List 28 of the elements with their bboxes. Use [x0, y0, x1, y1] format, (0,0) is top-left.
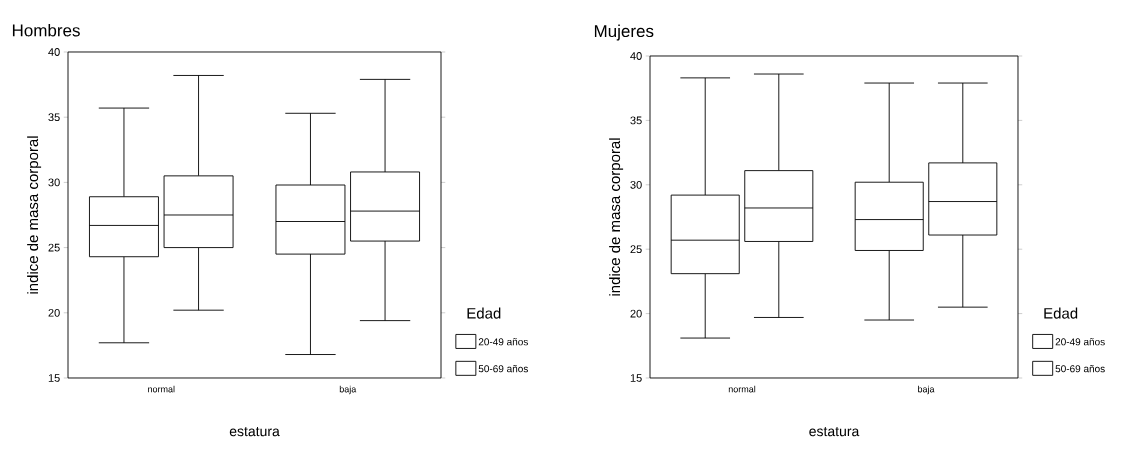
y-axis-title: indice de masa corporal	[27, 136, 42, 294]
legend-title: Edad	[1044, 307, 1078, 319]
chart-title: Mujeres	[594, 24, 654, 41]
x-tick-label: normal	[148, 385, 175, 393]
x-tick-label: baja	[918, 385, 935, 395]
y-tick-label: 25	[48, 243, 60, 252]
y-tick-label: 15	[48, 374, 60, 382]
x-axis-title: estatura	[229, 427, 280, 437]
y-tick-label: 30	[630, 180, 642, 189]
y-tick-label: 40	[630, 52, 642, 60]
y-tick-label: 15	[630, 374, 642, 382]
y-tick-label: 20	[630, 309, 642, 318]
y-tick-label: 35	[48, 113, 60, 122]
legend-title: Edad	[467, 307, 501, 319]
legend-label: 20-49 años	[1055, 338, 1105, 346]
legend-label: 50-69 años	[1055, 364, 1105, 373]
y-tick-label: 25	[630, 245, 642, 254]
y-tick-label: 40	[48, 48, 60, 56]
y-tick-label: 20	[48, 308, 60, 317]
x-axis-title: estatura	[809, 427, 860, 437]
y-axis-title: indice de masa corporal	[609, 138, 624, 296]
y-tick-label: 30	[48, 178, 60, 187]
x-tick-label: normal	[728, 385, 756, 393]
y-tick-label: 35	[630, 116, 642, 125]
chart-title: Hombres	[12, 23, 80, 37]
x-tick-label: baja	[339, 385, 357, 395]
legend-label: 50-69 años	[478, 364, 528, 373]
legend-label: 20-49 años	[478, 338, 528, 346]
